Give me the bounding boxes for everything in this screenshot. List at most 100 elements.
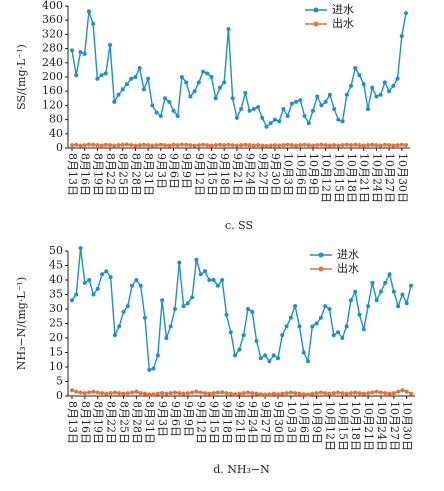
point (137, 143, 142, 148)
point (268, 121, 273, 126)
point (348, 391, 353, 396)
point (164, 336, 169, 340)
point (391, 391, 396, 396)
x-tick-label: 10月3日 (285, 401, 298, 444)
point (184, 80, 189, 85)
x-tick-label: 9月18日 (218, 153, 231, 196)
point (177, 260, 182, 265)
point (275, 356, 280, 361)
x-tick-label: 8月28日 (129, 153, 142, 196)
point (192, 143, 197, 148)
point (357, 143, 362, 148)
x-tick-label: 10月9日 (311, 401, 324, 444)
point (349, 83, 354, 88)
point (365, 143, 370, 148)
point (263, 353, 268, 358)
legend-label: 出水 (337, 261, 359, 275)
point (228, 391, 233, 396)
point (264, 124, 269, 129)
point (185, 301, 190, 306)
point (370, 390, 375, 395)
point (222, 80, 227, 85)
point (130, 390, 135, 395)
point (323, 143, 328, 148)
point (241, 333, 246, 338)
point (366, 391, 371, 396)
point (404, 389, 409, 394)
x-tick-label: 10月9日 (307, 153, 320, 196)
y-tick-label: 40 (49, 127, 63, 140)
point (374, 143, 379, 148)
y-axis-title: SS/(mg·L⁻¹) (15, 44, 28, 110)
point (323, 391, 328, 396)
point (319, 103, 324, 108)
point (108, 143, 113, 148)
y-tick-label: 20 (49, 331, 63, 344)
point (382, 80, 387, 85)
point (318, 390, 323, 395)
point (241, 391, 246, 396)
point (400, 388, 405, 393)
point (86, 9, 91, 14)
y-tick-label: 200 (42, 70, 63, 83)
point (215, 390, 220, 395)
point (374, 298, 379, 303)
point (74, 142, 79, 147)
series-line (71, 248, 412, 371)
x-tick-label: 8月28日 (130, 401, 143, 444)
point (151, 392, 156, 397)
point (387, 391, 392, 396)
point (220, 390, 225, 395)
point (301, 350, 306, 355)
point (302, 114, 307, 119)
point (254, 338, 259, 343)
y-tick-label: 0 (56, 141, 63, 154)
x-tick-label: 10月18日 (349, 401, 362, 451)
point (155, 391, 160, 396)
point (370, 280, 375, 285)
point (271, 391, 276, 396)
point (95, 390, 100, 395)
point (331, 391, 336, 396)
point (158, 142, 163, 147)
point (138, 283, 143, 288)
point (112, 333, 117, 338)
point (228, 330, 233, 335)
y-tick-label: 5 (56, 375, 63, 388)
point (108, 43, 113, 48)
point (245, 307, 250, 311)
point (383, 280, 388, 285)
point (293, 304, 298, 309)
point (112, 390, 117, 395)
point (129, 143, 134, 148)
x-tick-label: 8月13日 (66, 153, 79, 196)
x-tick-label: 8月31日 (143, 401, 156, 444)
y-tick-label: 120 (42, 98, 63, 111)
point (213, 143, 218, 148)
x-tick-label: 10月24日 (370, 153, 383, 203)
point (383, 391, 388, 396)
point (181, 304, 186, 309)
x-tick-label: 10月21日 (362, 401, 375, 451)
point (353, 289, 358, 294)
x-tick-label: 10月6日 (294, 153, 307, 196)
point (327, 391, 332, 396)
point (336, 117, 341, 122)
point (378, 289, 383, 294)
point (74, 73, 79, 78)
point (171, 108, 176, 113)
point (160, 298, 165, 303)
point (103, 142, 108, 147)
point (314, 321, 319, 326)
point (121, 309, 126, 314)
point (175, 114, 180, 119)
point (87, 278, 92, 282)
point (78, 246, 83, 251)
point (78, 50, 83, 55)
point (211, 278, 216, 282)
x-tick-label: 9月21日 (231, 153, 244, 196)
point (120, 142, 125, 147)
x-tick-label: 9月3日 (155, 153, 168, 189)
point (378, 92, 383, 97)
